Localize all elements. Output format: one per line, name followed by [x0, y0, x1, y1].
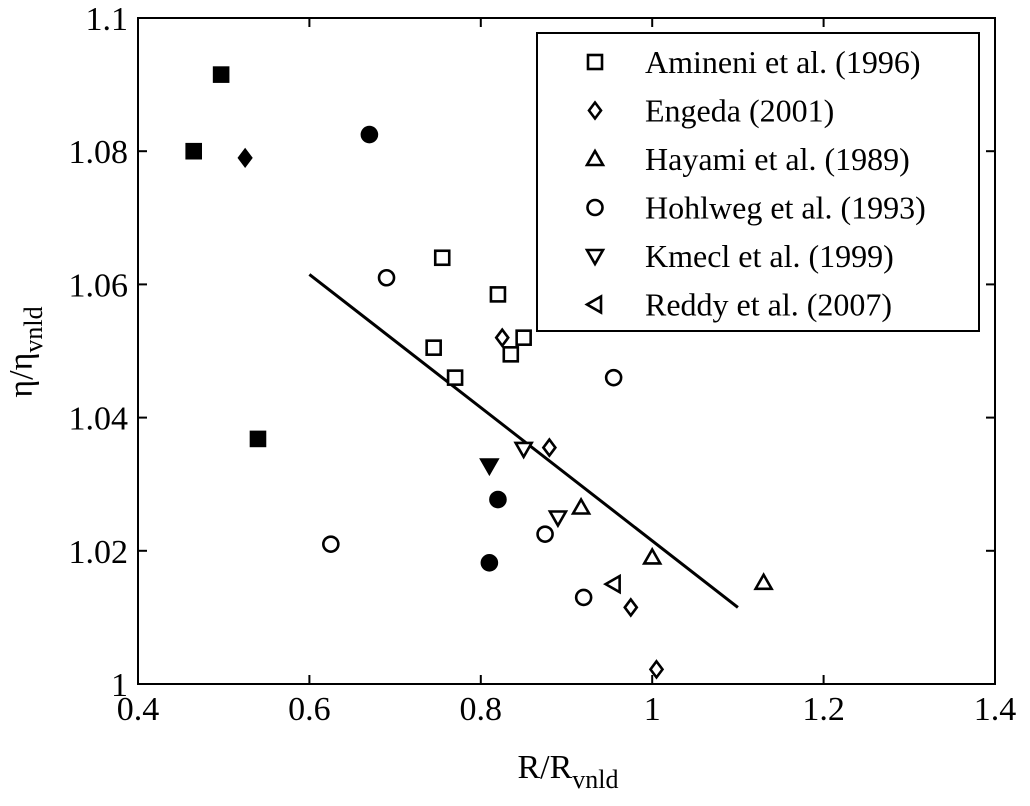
legend-marker-square — [586, 53, 604, 71]
data-point-circle — [480, 553, 499, 572]
y-axis-title: η/ηvnld — [3, 306, 48, 397]
x-axis-title-sub: vnld — [572, 765, 618, 794]
x-tick-label: 0.6 — [288, 691, 331, 728]
x-axis-title: R/Rvnld — [517, 749, 618, 794]
data-point-triangle-left — [603, 573, 621, 595]
legend-entry-label: Hohlweg et al. (1993) — [645, 190, 926, 226]
data-point-circle — [574, 588, 593, 607]
data-points — [185, 66, 774, 680]
data-point-triangle-down — [513, 441, 534, 460]
data-point-square — [249, 430, 267, 448]
y-tick-label: 1 — [111, 667, 128, 704]
x-tick-label: 1 — [644, 691, 661, 728]
y-tick-label: 1.08 — [69, 134, 129, 171]
y-tick-label: 1.04 — [69, 401, 129, 438]
axis-labels: R/Rvnld η/ηvnld — [3, 306, 619, 794]
axes: 0.4 0.6 0.8 1 1.2 1.4 1 1.02 1.04 1.06 1.08 1.1 — [69, 1, 1017, 728]
data-point-circle — [377, 268, 396, 287]
legend-marker-triangle-up — [584, 148, 606, 167]
data-point-square — [446, 369, 464, 386]
data-point-circle — [360, 125, 379, 144]
data-point-square — [502, 346, 520, 363]
legend-entry-label: Kmecl et al. (1999) — [645, 238, 894, 274]
legend-marker-triangle-left — [584, 294, 603, 315]
data-point-circle — [604, 368, 623, 387]
legend-marker-diamond — [587, 100, 603, 121]
data-point-diamond — [623, 597, 639, 618]
legend-marker-circle — [586, 198, 604, 217]
data-point-square — [489, 286, 507, 303]
legend-entry-label: Reddy et al. (2007) — [645, 287, 892, 323]
y-tick-label: 1.06 — [69, 267, 129, 304]
data-point-diamond — [494, 327, 510, 348]
data-point-triangle-up — [641, 546, 663, 565]
data-point-diamond — [541, 437, 557, 458]
y-axis-title-sub: vnld — [19, 306, 48, 352]
legend: Amineni et al. (1996) Engeda (2001) Hayami… — [536, 32, 980, 332]
y-tick-label: 1.1 — [86, 1, 129, 38]
y-tick-label: 1.02 — [69, 534, 129, 571]
x-tick-label: 1.2 — [802, 691, 845, 728]
data-point-diamond — [648, 659, 665, 680]
data-point-diamond — [237, 147, 253, 169]
legend-entry-label: Amineni et al. (1996) — [645, 44, 920, 80]
data-point-circle — [536, 525, 554, 543]
data-point-triangle-up — [753, 572, 774, 591]
data-point-square — [515, 329, 532, 346]
legend-box — [536, 32, 980, 332]
x-axis-title-base: R/R — [517, 749, 572, 786]
x-tick-label: 0.4 — [117, 691, 160, 728]
data-point-triangle-down — [479, 458, 500, 477]
trend-line — [308, 273, 739, 609]
legend-marker-triangle-down — [584, 248, 606, 267]
data-point-square — [433, 249, 451, 267]
data-point-triangle-up — [570, 496, 592, 515]
data-point-square — [185, 142, 203, 160]
data-point-circle — [322, 535, 340, 553]
x-tick-label: 1.4 — [974, 691, 1017, 728]
y-axis-title-base: η/η — [3, 353, 40, 398]
data-point-square — [425, 339, 442, 356]
plot-frame — [137, 17, 996, 685]
data-point-triangle-down — [547, 510, 569, 529]
legend-entry-label: Hayami et al. (1989) — [645, 141, 910, 177]
data-point-square — [212, 66, 230, 83]
legend-entry-label: Engeda (2001) — [645, 93, 834, 129]
x-tick-label: 0.8 — [460, 691, 503, 728]
data-point-circle — [489, 490, 507, 509]
